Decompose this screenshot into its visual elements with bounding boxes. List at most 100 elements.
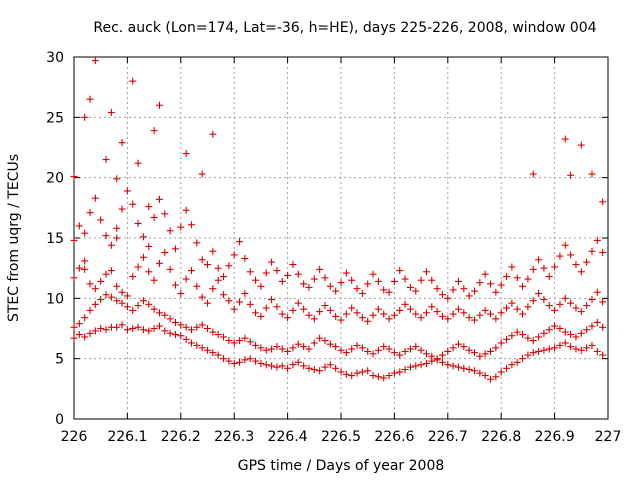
- data-point-plus: [166, 227, 174, 235]
- data-point-plus: [310, 315, 318, 323]
- data-point-plus: [556, 300, 564, 308]
- data-point-plus: [412, 343, 420, 351]
- data-point-plus: [273, 303, 281, 311]
- data-point-plus: [321, 363, 329, 371]
- data-point-plus: [593, 236, 601, 244]
- y-tick-label: 20: [46, 171, 64, 187]
- data-point-plus: [508, 361, 516, 369]
- data-point-plus: [326, 340, 334, 348]
- data-point-plus: [428, 276, 436, 284]
- y-tick-label: 5: [55, 352, 64, 368]
- data-point-plus: [123, 187, 131, 195]
- data-point-plus: [401, 347, 409, 355]
- data-point-plus: [246, 300, 254, 308]
- data-point-plus: [145, 242, 153, 250]
- data-point-plus: [508, 263, 516, 271]
- data-point-plus: [332, 343, 340, 351]
- data-point-plus: [129, 200, 137, 208]
- data-point-plus: [150, 213, 158, 221]
- data-point-plus: [524, 275, 532, 283]
- data-point-plus: [326, 306, 334, 314]
- data-point-plus: [204, 346, 211, 354]
- data-point-plus: [358, 368, 366, 376]
- data-point-plus: [406, 345, 414, 353]
- data-point-plus: [241, 356, 249, 364]
- data-point-plus: [465, 314, 473, 322]
- data-point-plus: [284, 314, 292, 322]
- data-point-plus: [369, 350, 377, 358]
- data-point-plus: [487, 347, 495, 355]
- data-point-plus: [503, 335, 511, 343]
- data-point-plus: [417, 361, 425, 369]
- data-point-plus: [492, 373, 500, 381]
- data-point-plus: [310, 339, 318, 347]
- data-point-plus: [193, 341, 201, 349]
- data-point-plus: [406, 305, 414, 313]
- data-point-plus: [396, 267, 404, 275]
- data-point-plus: [86, 95, 94, 103]
- data-point-plus: [358, 344, 366, 352]
- data-point-plus: [118, 321, 126, 329]
- data-point-plus: [198, 170, 206, 178]
- data-point-plus: [428, 303, 436, 311]
- data-point-plus: [118, 139, 126, 147]
- data-point-plus: [599, 298, 607, 306]
- data-point-plus: [513, 358, 521, 366]
- data-point-plus: [374, 305, 382, 313]
- data-point-plus: [273, 343, 281, 351]
- data-point-plus: [588, 341, 596, 349]
- data-point-plus: [556, 341, 564, 349]
- data-point-plus: [193, 282, 201, 290]
- data-point-plus: [70, 334, 78, 342]
- data-point-plus: [278, 362, 286, 370]
- data-point-plus: [204, 261, 211, 269]
- data-point-plus: [113, 282, 121, 290]
- data-point-plus: [417, 346, 425, 354]
- data-point-plus: [246, 338, 254, 346]
- data-point-plus: [268, 345, 276, 353]
- data-point-plus: [193, 323, 201, 331]
- data-point-plus: [230, 359, 238, 367]
- data-point-plus: [540, 296, 548, 304]
- data-point-plus: [70, 236, 78, 244]
- data-point-plus: [433, 308, 441, 316]
- data-point-plus: [481, 306, 489, 314]
- data-point-plus: [390, 277, 398, 285]
- data-point-plus: [513, 274, 521, 282]
- data-point-plus: [161, 327, 169, 335]
- data-point-plus: [412, 362, 420, 370]
- data-point-plus: [444, 361, 452, 369]
- data-point-plus: [380, 310, 388, 318]
- x-tick-label: 226.6: [374, 429, 414, 445]
- data-point-plus: [91, 300, 99, 308]
- data-point-plus: [454, 363, 462, 371]
- data-point-plus: [454, 340, 462, 348]
- data-point-plus: [567, 331, 575, 339]
- data-point-plus: [433, 285, 441, 293]
- data-point-plus: [107, 293, 115, 301]
- data-point-plus: [524, 303, 532, 311]
- data-point-plus: [454, 305, 462, 313]
- data-point-plus: [257, 312, 265, 320]
- data-point-plus: [513, 328, 521, 336]
- data-point-plus: [342, 349, 350, 357]
- data-point-plus: [316, 367, 324, 375]
- data-point-plus: [171, 281, 179, 289]
- data-point-plus: [145, 203, 153, 211]
- data-point-plus: [102, 232, 110, 240]
- data-point-plus: [588, 170, 596, 178]
- data-point-plus: [369, 270, 377, 278]
- data-point-plus: [364, 347, 372, 355]
- data-point-plus: [599, 323, 607, 331]
- x-tick-label: 226.4: [268, 429, 308, 445]
- data-point-plus: [321, 302, 329, 310]
- data-point-plus: [134, 302, 142, 310]
- data-point-plus: [102, 291, 110, 299]
- data-point-plus: [476, 352, 484, 360]
- data-point-plus: [268, 296, 276, 304]
- data-point-plus: [561, 241, 569, 249]
- data-point-plus: [487, 280, 495, 288]
- data-point-plus: [471, 316, 478, 324]
- data-point-plus: [182, 335, 190, 343]
- data-point-plus: [262, 361, 270, 369]
